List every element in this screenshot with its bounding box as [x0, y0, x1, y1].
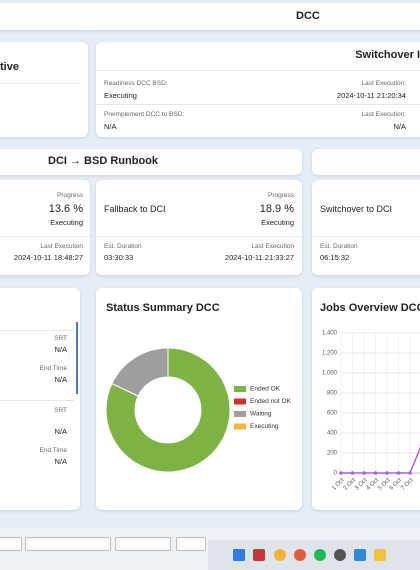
runbook-title: DCI → BSD Runbook [48, 155, 158, 167]
step-card [96, 180, 302, 275]
duration-label: Est. Duration [104, 243, 142, 250]
divider [0, 83, 80, 84]
app-icon[interactable] [253, 549, 265, 561]
duration-value: 03:30:33 [104, 253, 134, 262]
data-line [341, 446, 420, 474]
field-label: Preimplement DCC to BSD: [104, 111, 185, 118]
last-value: 2024-10-11 21:33:27 [224, 253, 294, 262]
progress-value: 13.6 % [48, 203, 83, 215]
app-icon[interactable] [354, 549, 366, 561]
progress-label: Progress [56, 192, 83, 199]
legend-swatch [234, 423, 246, 430]
last-value: 2024-10-11 18:48:27 [13, 253, 83, 262]
start-icon[interactable] [233, 549, 245, 561]
y-tick-label: 200 [327, 451, 338, 457]
divider [96, 104, 420, 105]
app-icon[interactable] [374, 549, 386, 561]
srt-label: SRT [54, 335, 67, 342]
step-state: Executing [261, 218, 294, 227]
pie-slice [111, 347, 169, 397]
jobs-list-card [0, 288, 80, 510]
runbook-header [0, 149, 302, 175]
y-tick-label: 1,000 [322, 371, 338, 377]
input-field[interactable] [0, 537, 22, 551]
end-label: End Time [39, 365, 67, 372]
divider [0, 400, 74, 401]
app-icon[interactable] [274, 549, 286, 561]
pie-slice [105, 347, 231, 473]
progress-label: Progress [267, 192, 294, 199]
y-tick-label: 1,400 [322, 331, 338, 337]
progress-value: 18.9 % [259, 203, 294, 215]
legend-label: Ended OK [250, 386, 281, 393]
input-field[interactable] [25, 537, 111, 551]
x-tick-label: 7 Oct [400, 477, 415, 492]
card-title: tive [0, 61, 19, 73]
data-point [396, 471, 401, 475]
divider [0, 330, 74, 331]
field-value: Executing [104, 91, 137, 100]
legend-label: Ended not OK [250, 398, 291, 405]
switchover-card [96, 42, 420, 137]
step-card [312, 180, 420, 275]
end-value: N/A [54, 457, 67, 466]
duration-value: 06:15:32 [320, 253, 350, 262]
app-icon[interactable] [294, 549, 306, 561]
end-value: N/A [54, 375, 67, 384]
header-card [312, 149, 420, 175]
step-name: Fallback to DCI [104, 204, 166, 214]
data-point [339, 471, 343, 475]
legend-label: Executing [250, 423, 279, 430]
header-bar [0, 3, 420, 30]
field-label: Last Execution: [361, 80, 406, 87]
legend-swatch [234, 386, 246, 392]
divider [0, 236, 90, 237]
legend-label: Waiting [250, 411, 272, 418]
data-point [385, 471, 389, 475]
status-card [0, 42, 88, 137]
app-icon[interactable] [314, 549, 326, 561]
header-title: DCC [296, 10, 320, 22]
srt-label: SRT [54, 407, 67, 414]
y-tick-label: 600 [327, 411, 338, 417]
last-label: Last Execution [40, 243, 83, 250]
input-field[interactable] [115, 537, 171, 551]
legend-swatch [234, 398, 246, 405]
button[interactable] [176, 537, 206, 551]
srt-value: N/A [54, 345, 67, 354]
legend-swatch [234, 411, 246, 417]
divider [96, 70, 420, 71]
field-label: Last Execution: [361, 111, 406, 118]
field-label: Readiness DCC BSD: [104, 80, 168, 87]
data-point [362, 471, 366, 475]
y-tick-label: 1,200 [322, 351, 338, 357]
step-name: Switchover to DCI [320, 204, 393, 214]
chart-title: Status Summary DCC [106, 302, 220, 314]
step-state: Executing [50, 218, 83, 227]
y-tick-label: 400 [327, 431, 338, 437]
card-title: Switchover I [355, 49, 420, 61]
scrollbar [76, 322, 78, 394]
field-value: N/A [104, 122, 117, 131]
divider [96, 236, 302, 237]
field-value: 2024-10-11 21:20:34 [336, 91, 406, 100]
chart-title: Jobs Overview DCC [320, 302, 420, 314]
app-icon[interactable] [334, 549, 346, 561]
data-point [350, 471, 355, 475]
end-label: End Time [39, 447, 67, 454]
last-label: Last Execution [251, 243, 294, 250]
srt-value: N/A [54, 427, 67, 436]
data-point [408, 471, 412, 475]
y-tick-label: 800 [327, 391, 338, 397]
step-card [0, 180, 90, 275]
duration-label: Est. Duration [320, 243, 358, 250]
y-tick-label: 0 [334, 471, 338, 477]
divider [312, 236, 420, 237]
data-point [373, 471, 378, 475]
field-value: N/A [393, 122, 406, 131]
